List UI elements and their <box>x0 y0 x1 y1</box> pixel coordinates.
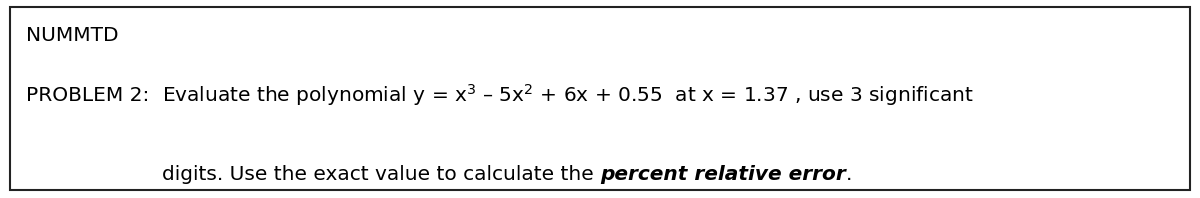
Text: Evaluate the polynomial y = x$^{3}$ – 5x$^{2}$ + 6x + 0.55  at x = 1.37 , use 3 : Evaluate the polynomial y = x$^{3}$ – 5x… <box>162 82 974 108</box>
Text: PROBLEM 2:: PROBLEM 2: <box>26 86 150 105</box>
Text: .: . <box>846 165 852 184</box>
FancyBboxPatch shape <box>10 7 1190 190</box>
Text: NUMMTD: NUMMTD <box>26 26 119 45</box>
Text: percent relative error: percent relative error <box>600 165 846 184</box>
Text: digits. Use the exact value to calculate the: digits. Use the exact value to calculate… <box>162 165 600 184</box>
